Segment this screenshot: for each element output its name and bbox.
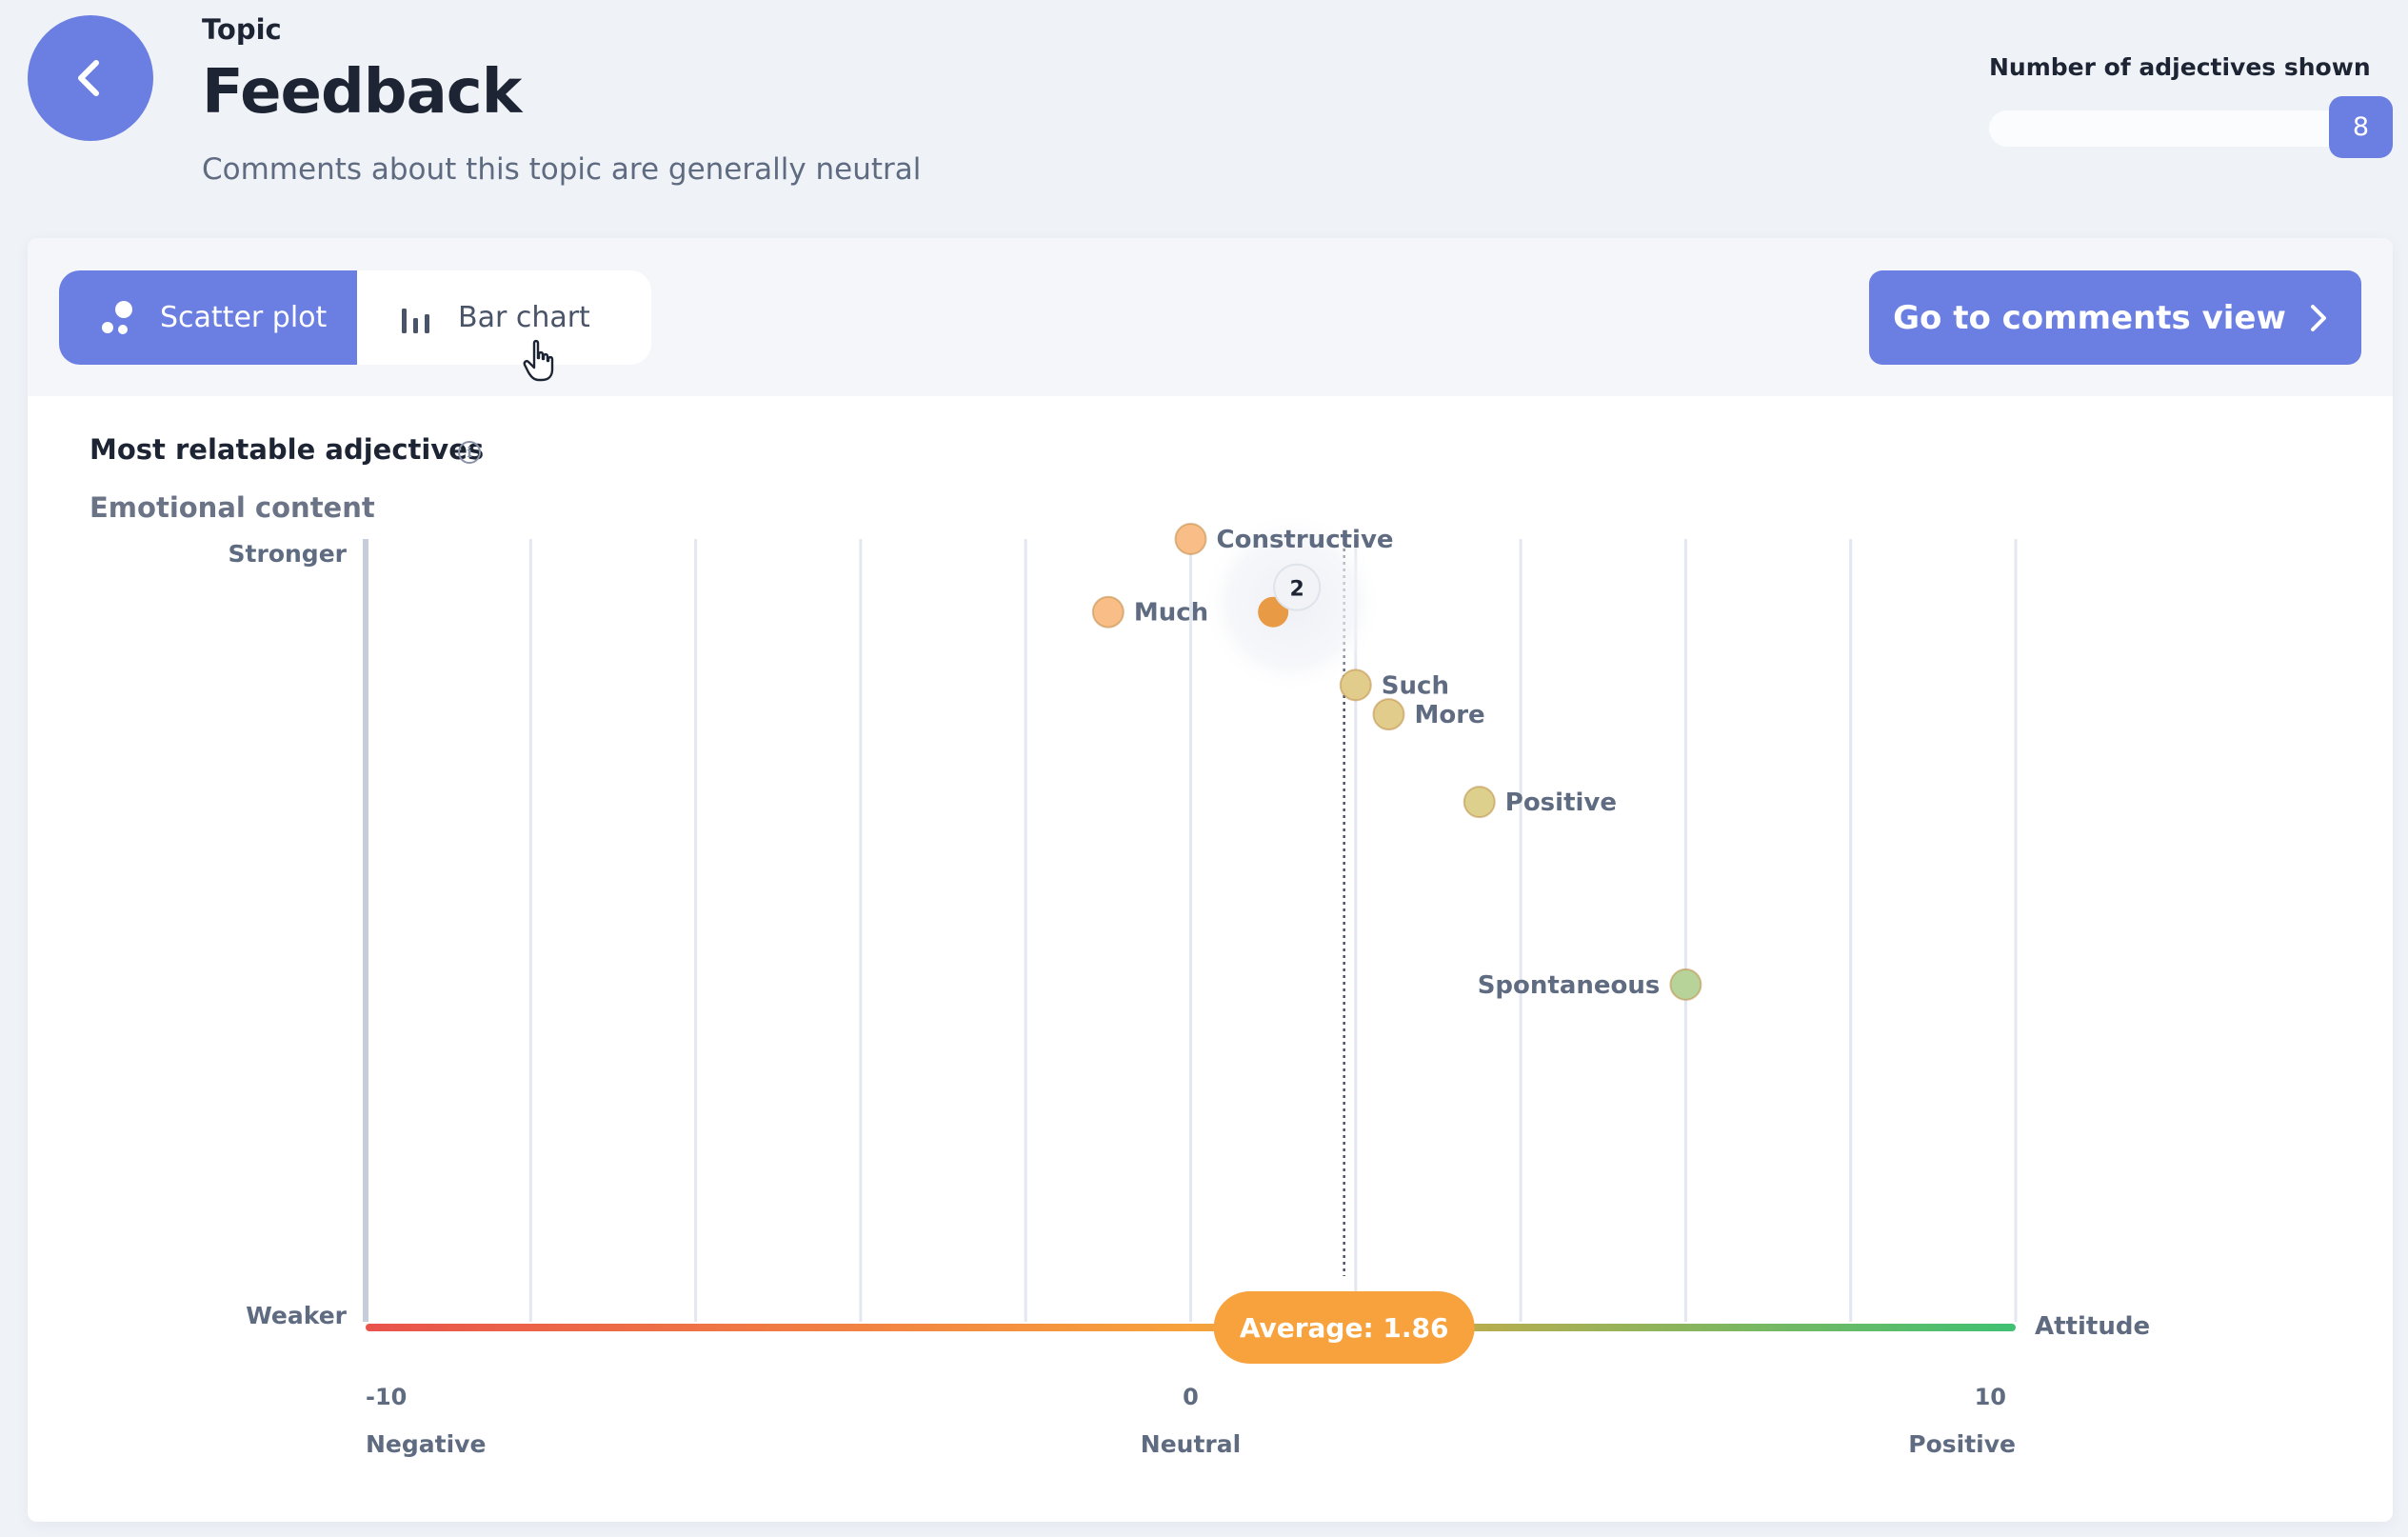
go-to-comments-label: Go to comments view (1893, 298, 2286, 337)
x-axis-title: Attitude (2035, 1312, 2150, 1341)
data-point (1669, 968, 1702, 1001)
chevron-right-icon (2310, 304, 2326, 331)
data-point (1372, 698, 1405, 731)
data-point (1339, 669, 1372, 702)
bar-chart-icon (397, 299, 435, 337)
cluster-count-badge (1273, 563, 1322, 611)
data-point (1091, 595, 1124, 629)
adjectives-slider-handle[interactable]: 8 (2329, 96, 2393, 158)
data-point-label: More (1414, 701, 1484, 729)
back-button[interactable] (28, 15, 153, 141)
attitude-axis-line (366, 1324, 2016, 1331)
info-icon[interactable]: i (458, 441, 481, 464)
tab-scatter-plot[interactable]: Scatter plot (59, 270, 357, 365)
chevron-left-icon (78, 60, 99, 96)
data-point-label: Constructive (1217, 526, 1394, 554)
x-tick-label: 0 (1183, 1384, 1199, 1410)
y-axis-title: Emotional content (90, 491, 375, 524)
data-point-label: Such (1382, 671, 1449, 700)
adjectives-slider-track[interactable] (1989, 110, 2370, 147)
tab-scatter-label: Scatter plot (160, 301, 328, 334)
y-axis-top-label: Stronger (229, 540, 348, 568)
chart-card: Scatter plot Bar chart Go to comments vi… (28, 238, 2393, 1522)
x-tick-label: -10 (366, 1384, 407, 1410)
data-point-label: Much (1134, 599, 1208, 628)
data-point (1174, 523, 1207, 555)
card-toolbar: Scatter plot Bar chart Go to comments vi… (28, 238, 2393, 396)
adjectives-count-label: Number of adjectives shown (1989, 53, 2371, 81)
data-point (1463, 786, 1496, 819)
topic-label: Topic (202, 13, 282, 46)
go-to-comments-button[interactable]: Go to comments view (1869, 270, 2361, 365)
scatter-chart: Stronger Weaker Attitude -10 0 10 Negative Neut… (229, 511, 2150, 1458)
x-category-label: Positive (1908, 1430, 2016, 1458)
average-badge (1213, 1291, 1475, 1364)
pointer-hand-icon (523, 339, 554, 382)
x-category-label: Neutral (1141, 1430, 1241, 1458)
x-tick-label: 10 (1975, 1384, 2006, 1410)
y-axis-bottom-label: Weaker (246, 1302, 347, 1329)
data-point-label: Spontaneous (1478, 971, 1661, 1000)
x-category-label: Negative (366, 1430, 486, 1458)
tab-bar-label: Bar chart (458, 301, 590, 334)
data-point-label: Positive (1505, 788, 1617, 817)
page-subtitle: Comments about this topic are generally … (202, 152, 922, 187)
view-toggle: Scatter plot Bar chart (59, 270, 651, 365)
section-title: Most relatable adjectives (90, 433, 485, 466)
tab-bar-chart[interactable]: Bar chart (357, 270, 651, 365)
page-title: Feedback (202, 57, 522, 128)
scatter-icon (99, 299, 137, 337)
average-badge-label: Average: 1.86 (1240, 1312, 1449, 1344)
cluster-count-label: 2 (1289, 578, 1304, 602)
